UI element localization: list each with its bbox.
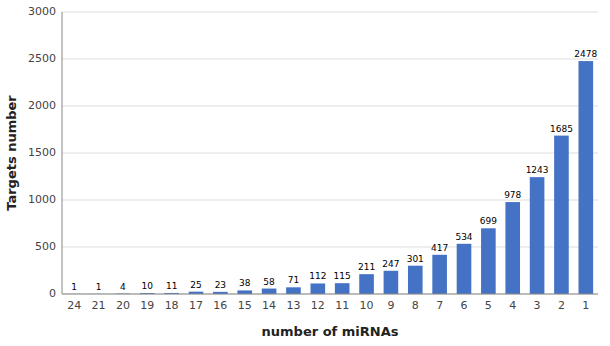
y-tick-label: 1500	[28, 146, 56, 159]
y-tick-label: 0	[49, 287, 56, 300]
data-label: 71	[288, 275, 299, 285]
data-label: 25	[190, 280, 201, 290]
data-label: 10	[142, 281, 154, 291]
x-tick-label: 4	[509, 299, 516, 312]
data-label: 11	[166, 281, 177, 291]
x-tick-label: 21	[92, 299, 106, 312]
grid	[62, 12, 598, 294]
x-tick-label: 19	[140, 299, 154, 312]
data-labels: 1141011252338587111211521124730141753469…	[71, 49, 597, 292]
x-tick-label: 7	[436, 299, 443, 312]
bar	[481, 228, 496, 294]
data-label: 247	[382, 259, 399, 269]
x-tick-label: 5	[485, 299, 492, 312]
y-tick-label: 3000	[28, 5, 56, 18]
data-label: 417	[431, 243, 448, 253]
bar	[311, 283, 326, 294]
bar	[335, 283, 350, 294]
x-tick-label: 10	[360, 299, 374, 312]
chart-container: 0500100015002000250030001141011252338587…	[0, 0, 610, 346]
x-tick-label: 6	[461, 299, 468, 312]
x-tick-label: 14	[262, 299, 276, 312]
bar	[359, 274, 374, 294]
bar	[384, 271, 399, 294]
bar	[457, 244, 472, 294]
x-axis-title: number of miRNAs	[262, 324, 399, 339]
x-tick-label: 20	[116, 299, 130, 312]
data-label: 115	[334, 271, 351, 281]
x-tick-label: 8	[412, 299, 419, 312]
x-tick-label: 9	[387, 299, 394, 312]
grid-line	[62, 153, 598, 154]
y-tick-label: 1000	[28, 193, 56, 206]
grid-line	[62, 294, 598, 295]
grid-line	[62, 59, 598, 60]
x-axis-line	[62, 294, 598, 295]
x-tick-label: 3	[534, 299, 541, 312]
y-axis-ticks: 0 500 1000 1500 2000 2500 3000	[28, 5, 56, 300]
x-axis-ticks: 24212019181716151413121110987654321	[67, 299, 589, 312]
data-label: 534	[455, 232, 472, 242]
data-label: 23	[215, 280, 226, 290]
x-tick-label: 18	[165, 299, 179, 312]
grid-line	[62, 106, 598, 107]
bar	[237, 290, 252, 294]
bar	[432, 255, 447, 294]
bar	[579, 61, 594, 294]
data-label: 38	[239, 278, 251, 288]
x-tick-label: 15	[238, 299, 252, 312]
data-label: 1	[71, 282, 77, 292]
x-tick-label: 16	[213, 299, 227, 312]
x-tick-label: 17	[189, 299, 203, 312]
data-label: 112	[309, 271, 326, 281]
bar	[554, 136, 569, 294]
data-label: 1243	[526, 165, 549, 175]
y-tick-label: 2500	[28, 52, 56, 65]
y-tick-label: 500	[35, 240, 56, 253]
y-axis-line	[62, 12, 63, 294]
bar	[505, 202, 520, 294]
data-label: 4	[120, 282, 126, 292]
bar	[286, 287, 301, 294]
bars	[67, 61, 593, 294]
bar	[408, 266, 423, 294]
y-tick-label: 2000	[28, 99, 56, 112]
data-label: 978	[504, 190, 521, 200]
x-tick-label: 11	[335, 299, 349, 312]
data-label: 1685	[550, 124, 573, 134]
data-label: 1	[96, 282, 102, 292]
bar	[262, 289, 277, 294]
x-tick-label: 24	[67, 299, 81, 312]
bar	[530, 177, 545, 294]
data-label: 699	[480, 216, 497, 226]
x-tick-label: 12	[311, 299, 325, 312]
data-label: 2478	[574, 49, 597, 59]
data-label: 211	[358, 262, 375, 272]
grid-line	[62, 12, 598, 13]
chart: 0500100015002000250030001141011252338587…	[0, 0, 610, 346]
y-axis-title: Targets number	[4, 95, 19, 211]
x-tick-label: 13	[286, 299, 300, 312]
data-label: 301	[407, 254, 424, 264]
x-tick-label: 1	[582, 299, 589, 312]
x-tick-label: 2	[558, 299, 565, 312]
data-label: 58	[263, 277, 275, 287]
